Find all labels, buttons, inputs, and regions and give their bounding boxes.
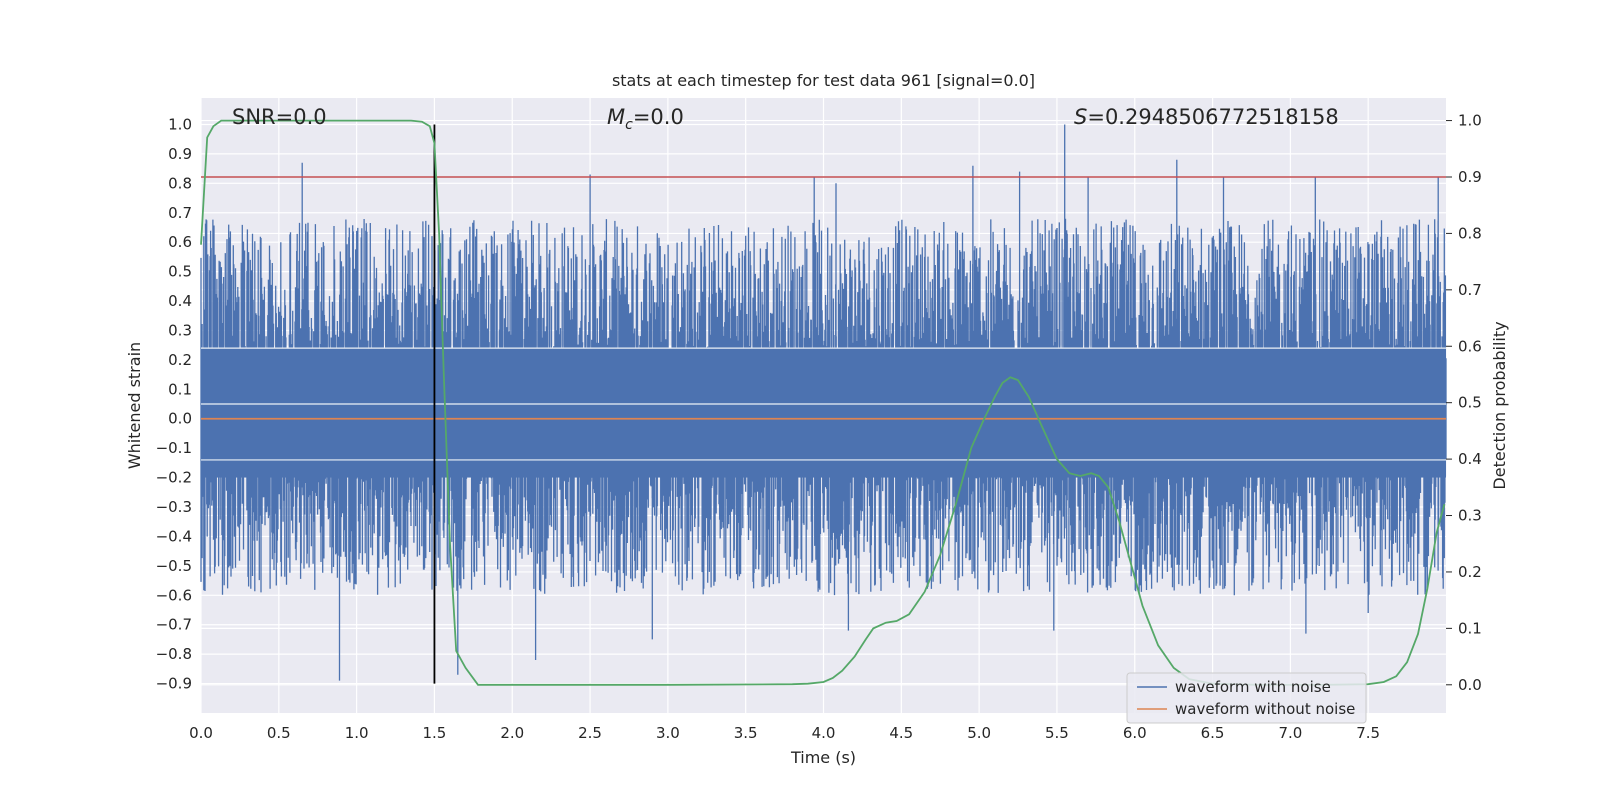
x-tick-label: 2.5 bbox=[578, 724, 602, 742]
mc-symbol: M bbox=[607, 105, 625, 129]
x-tick-label: 6.5 bbox=[1201, 724, 1225, 742]
mc-subscript: c bbox=[625, 117, 633, 133]
x-tick-label: 0.5 bbox=[267, 724, 291, 742]
tick-labels: 0.0 0.5 1.0 1.5 2.0 2.5 3.0 3.5 4.0 4.5 5.0 5.5 6.0 6… bbox=[156, 112, 1482, 742]
y2-tick-label: 0.1 bbox=[1458, 619, 1482, 637]
x-tick-label: 1.5 bbox=[423, 724, 447, 742]
y2-tick-label: 0.9 bbox=[1458, 168, 1482, 186]
x-tick-label: 4.5 bbox=[889, 724, 913, 742]
y-tick-label: 0.1 bbox=[168, 380, 192, 398]
y-tick-label: −0.4 bbox=[156, 527, 192, 545]
y2-tick-label: 0.0 bbox=[1458, 676, 1482, 694]
x-tick-label: 5.0 bbox=[967, 724, 991, 742]
y-tick-label: 0.3 bbox=[168, 321, 192, 339]
y-tick-label: 0.4 bbox=[168, 292, 192, 310]
legend: waveform with noise waveform without noi… bbox=[1126, 672, 1367, 724]
x-tick-label: 7.5 bbox=[1356, 724, 1380, 742]
y-tick-label: −0.8 bbox=[156, 645, 192, 663]
y-tick-label: 0.0 bbox=[168, 410, 192, 428]
y-tick-label: −0.1 bbox=[156, 439, 192, 457]
chirp-mass-annotation: Mc=0.0 bbox=[607, 105, 684, 133]
mc-value: =0.0 bbox=[633, 105, 684, 129]
noisy-waveform-layer bbox=[200, 124, 1447, 681]
x-axis-label: Time (s) bbox=[790, 748, 856, 767]
noisy-waveform-core bbox=[201, 348, 1446, 478]
y-tick-label: −0.7 bbox=[156, 616, 192, 634]
y-tick-label: −0.5 bbox=[156, 557, 192, 575]
y2-axis-label: Detection probability bbox=[1490, 321, 1509, 489]
x-tick-label: 4.0 bbox=[812, 724, 836, 742]
x-tick-label: 7.0 bbox=[1278, 724, 1302, 742]
y-tick-label: 0.6 bbox=[168, 233, 192, 251]
x-tick-label: 2.0 bbox=[500, 724, 524, 742]
y-tick-label: 0.9 bbox=[168, 145, 192, 163]
x-tick-label: 6.0 bbox=[1123, 724, 1147, 742]
y-tick-label: 0.5 bbox=[168, 263, 192, 281]
x-tick-label: 3.0 bbox=[656, 724, 680, 742]
y-tick-label: 0.7 bbox=[168, 204, 192, 222]
y2-tick-label: 0.2 bbox=[1458, 563, 1482, 581]
y-tick-label: 0.8 bbox=[168, 174, 192, 192]
y2-tick-label: 0.5 bbox=[1458, 394, 1482, 412]
y2-tick-label: 0.3 bbox=[1458, 507, 1482, 525]
y2-tick-label: 0.8 bbox=[1458, 224, 1482, 242]
s-symbol: S bbox=[1074, 105, 1087, 129]
y-tick-label: −0.2 bbox=[156, 469, 192, 487]
y-tick-label: −0.6 bbox=[156, 586, 192, 604]
y2-tick-label: 1.0 bbox=[1458, 112, 1482, 130]
legend-entry-clean: waveform without noise bbox=[1175, 700, 1355, 718]
legend-entry-noisy: waveform with noise bbox=[1175, 678, 1331, 696]
legend-box bbox=[1126, 672, 1367, 724]
x-tick-label: 3.5 bbox=[734, 724, 758, 742]
y-tick-label: 1.0 bbox=[168, 115, 192, 133]
y-tick-label: 0.2 bbox=[168, 351, 192, 369]
y2-tick-label: 0.4 bbox=[1458, 450, 1482, 468]
chart-title: stats at each timestep for test data 961… bbox=[612, 71, 1035, 90]
y2-tick-label: 0.6 bbox=[1458, 337, 1482, 355]
x-tick-label: 0.0 bbox=[189, 724, 213, 742]
y-axis-label: Whitened strain bbox=[125, 342, 144, 469]
s-value: =0.2948506772518158 bbox=[1087, 105, 1338, 129]
y2-tick-label: 0.7 bbox=[1458, 281, 1482, 299]
s-statistic-annotation: S=0.2948506772518158 bbox=[1074, 105, 1339, 129]
y-tick-label: −0.9 bbox=[156, 675, 192, 693]
snr-annotation: SNR=0.0 bbox=[232, 105, 327, 129]
x-tick-label: 1.0 bbox=[345, 724, 369, 742]
x-tick-label: 5.5 bbox=[1045, 724, 1069, 742]
y-tick-label: −0.3 bbox=[156, 498, 192, 516]
